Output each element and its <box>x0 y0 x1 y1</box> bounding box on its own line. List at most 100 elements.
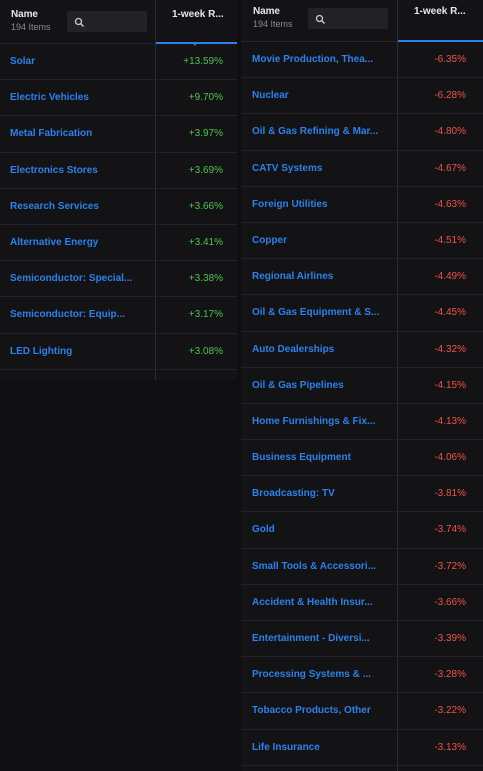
table-header: Name 194 Items 1-week R... <box>0 0 237 46</box>
performance-value: -3.81% <box>434 488 466 500</box>
item-count: 194 Items <box>253 19 293 29</box>
table-row[interactable]: Solar +13.59% <box>0 44 237 81</box>
industry-name-link[interactable]: Gold <box>252 524 275 536</box>
industry-name-link[interactable]: CATV Systems <box>252 162 323 174</box>
industry-name-link[interactable]: Broadcasting: TV <box>252 488 335 500</box>
search-icon <box>74 15 85 33</box>
table-body: Movie Production, Thea... -6.35% Nuclear -6… <box>241 42 483 766</box>
table-row[interactable]: Entertainment - Diversi... -3.39% <box>241 621 483 658</box>
table-row[interactable]: Gold -3.74% <box>241 512 483 549</box>
table-row[interactable]: Broadcasting: TV -3.81% <box>241 476 483 513</box>
table-row[interactable]: Movie Production, Thea... -6.35% <box>241 42 483 79</box>
table-row[interactable]: Small Tools & Accessori... -3.72% <box>241 549 483 585</box>
industry-name-link[interactable]: Metal Fabrication <box>10 128 93 140</box>
industry-name-link[interactable]: Research Services <box>10 200 99 212</box>
industry-name-link[interactable]: Copper <box>252 234 287 246</box>
performance-value: -4.15% <box>434 379 466 391</box>
performance-value: +3.97% <box>188 128 223 140</box>
performance-value: +3.17% <box>188 309 223 321</box>
industry-name-link[interactable]: Regional Airlines <box>252 271 334 283</box>
industry-name-link[interactable]: Electronics Stores <box>10 164 98 176</box>
table-row[interactable]: Foreign Utilities -4.63% <box>241 187 483 223</box>
name-column-header[interactable]: Name 194 Items <box>11 9 51 32</box>
search-input[interactable] <box>308 8 388 29</box>
table-header: Name 194 Items 1-week R... <box>241 0 483 42</box>
performance-value: +3.66% <box>188 200 223 212</box>
industry-name-link[interactable]: Electric Vehicles <box>10 92 89 104</box>
performance-value: -6.35% <box>434 54 466 65</box>
performance-column-header[interactable]: 1-week R... <box>155 0 237 46</box>
search-icon <box>315 12 326 30</box>
industry-name-link[interactable]: Semiconductor: Equip... <box>10 309 126 321</box>
performance-value: +3.69% <box>188 164 223 176</box>
sort-desc-icon <box>192 42 198 46</box>
table-row[interactable]: Copper -4.51% <box>241 223 483 260</box>
table-row[interactable]: Business Equipment -4.06% <box>241 440 483 477</box>
sort-underline <box>398 40 483 42</box>
performance-value: -3.28% <box>434 669 466 681</box>
industry-name-link[interactable]: Auto Dealerships <box>252 343 335 355</box>
table-row[interactable]: Tobacco Products, Other -3.22% <box>241 693 483 730</box>
table-row[interactable]: Semiconductor: Special... +3.38% <box>0 261 237 298</box>
table-row[interactable]: Oil & Gas Refining & Mar... -4.80% <box>241 114 483 151</box>
performance-header-label: 1-week R... <box>172 9 224 20</box>
performance-value: +13.59% <box>183 56 223 67</box>
performance-value: -4.80% <box>434 126 466 138</box>
table-row[interactable]: CATV Systems -4.67% <box>241 151 483 187</box>
table-row[interactable]: Accident & Health Insur... -3.66% <box>241 585 483 621</box>
performance-value: -4.06% <box>434 452 466 464</box>
industry-name-link[interactable]: Processing Systems & ... <box>252 669 371 681</box>
industry-name-link[interactable]: Small Tools & Accessori... <box>252 560 376 572</box>
losers-panel: Name 194 Items 1-week R... Movie Product… <box>241 0 483 771</box>
name-header-label: Name <box>11 9 38 20</box>
table-row[interactable]: Regional Airlines -4.49% <box>241 259 483 296</box>
industry-name-link[interactable]: Semiconductor: Special... <box>10 273 133 285</box>
performance-value: -4.45% <box>434 307 466 319</box>
performance-value: -4.67% <box>434 162 466 174</box>
table-row[interactable]: Oil & Gas Pipelines -4.15% <box>241 368 483 404</box>
table-row[interactable]: Processing Systems & ... -3.28% <box>241 657 483 694</box>
table-row[interactable]: Alternative Energy +3.41% <box>0 225 237 262</box>
table-row[interactable]: Nuclear -6.28% <box>241 78 483 115</box>
industry-name-link[interactable]: Movie Production, Thea... <box>252 54 374 65</box>
performance-header-label: 1-week R... <box>414 6 466 17</box>
industry-name-link[interactable]: Accident & Health Insur... <box>252 596 373 608</box>
name-column-header[interactable]: Name 194 Items <box>253 6 293 29</box>
industry-name-link[interactable]: Solar <box>10 56 36 67</box>
industry-name-link[interactable]: Life Insurance <box>252 741 320 753</box>
industry-name-link[interactable]: Alternative Energy <box>10 236 99 248</box>
industry-name-link[interactable]: LED Lighting <box>10 345 73 357</box>
table-row[interactable]: Home Furnishings & Fix... -4.13% <box>241 404 483 441</box>
table-row[interactable]: Oil & Gas Equipment & S... -4.45% <box>241 295 483 332</box>
industry-name-link[interactable]: Home Furnishings & Fix... <box>252 415 376 427</box>
table-row[interactable]: Metal Fabrication +3.97% <box>0 116 237 153</box>
performance-value: +3.08% <box>188 345 223 357</box>
industry-name-link[interactable]: Business Equipment <box>252 452 351 464</box>
performance-value: -4.51% <box>434 234 466 246</box>
performance-value: -4.63% <box>434 198 466 210</box>
table-row[interactable]: LED Lighting +3.08% <box>0 334 237 370</box>
table-row[interactable]: Research Services +3.66% <box>0 189 237 225</box>
table-row[interactable]: Semiconductor: Equip... +3.17% <box>0 297 237 334</box>
performance-value: -3.13% <box>434 741 466 753</box>
table-row[interactable]: Auto Dealerships -4.32% <box>241 332 483 368</box>
performance-value: -3.74% <box>434 524 466 536</box>
performance-column-header[interactable]: 1-week R... <box>397 0 483 42</box>
performance-value: +3.38% <box>188 273 223 285</box>
industry-name-link[interactable]: Entertainment - Diversi... <box>252 633 370 644</box>
table-row[interactable]: Electronics Stores +3.69% <box>0 153 237 189</box>
performance-value: -3.39% <box>434 633 466 644</box>
performance-value: +9.70% <box>188 92 223 104</box>
performance-value: +3.41% <box>188 236 223 248</box>
industry-name-link[interactable]: Tobacco Products, Other <box>252 705 371 717</box>
search-input[interactable] <box>67 11 147 32</box>
industry-name-link[interactable]: Nuclear <box>252 90 289 102</box>
table-row[interactable]: Life Insurance -3.13% <box>241 730 483 766</box>
table-row[interactable]: Electric Vehicles +9.70% <box>0 80 237 117</box>
performance-value: -3.72% <box>434 560 466 572</box>
industry-name-link[interactable]: Oil & Gas Pipelines <box>252 379 344 391</box>
industry-name-link[interactable]: Oil & Gas Equipment & S... <box>252 307 380 319</box>
item-count: 194 Items <box>11 22 51 32</box>
industry-name-link[interactable]: Foreign Utilities <box>252 198 328 210</box>
industry-name-link[interactable]: Oil & Gas Refining & Mar... <box>252 126 379 138</box>
